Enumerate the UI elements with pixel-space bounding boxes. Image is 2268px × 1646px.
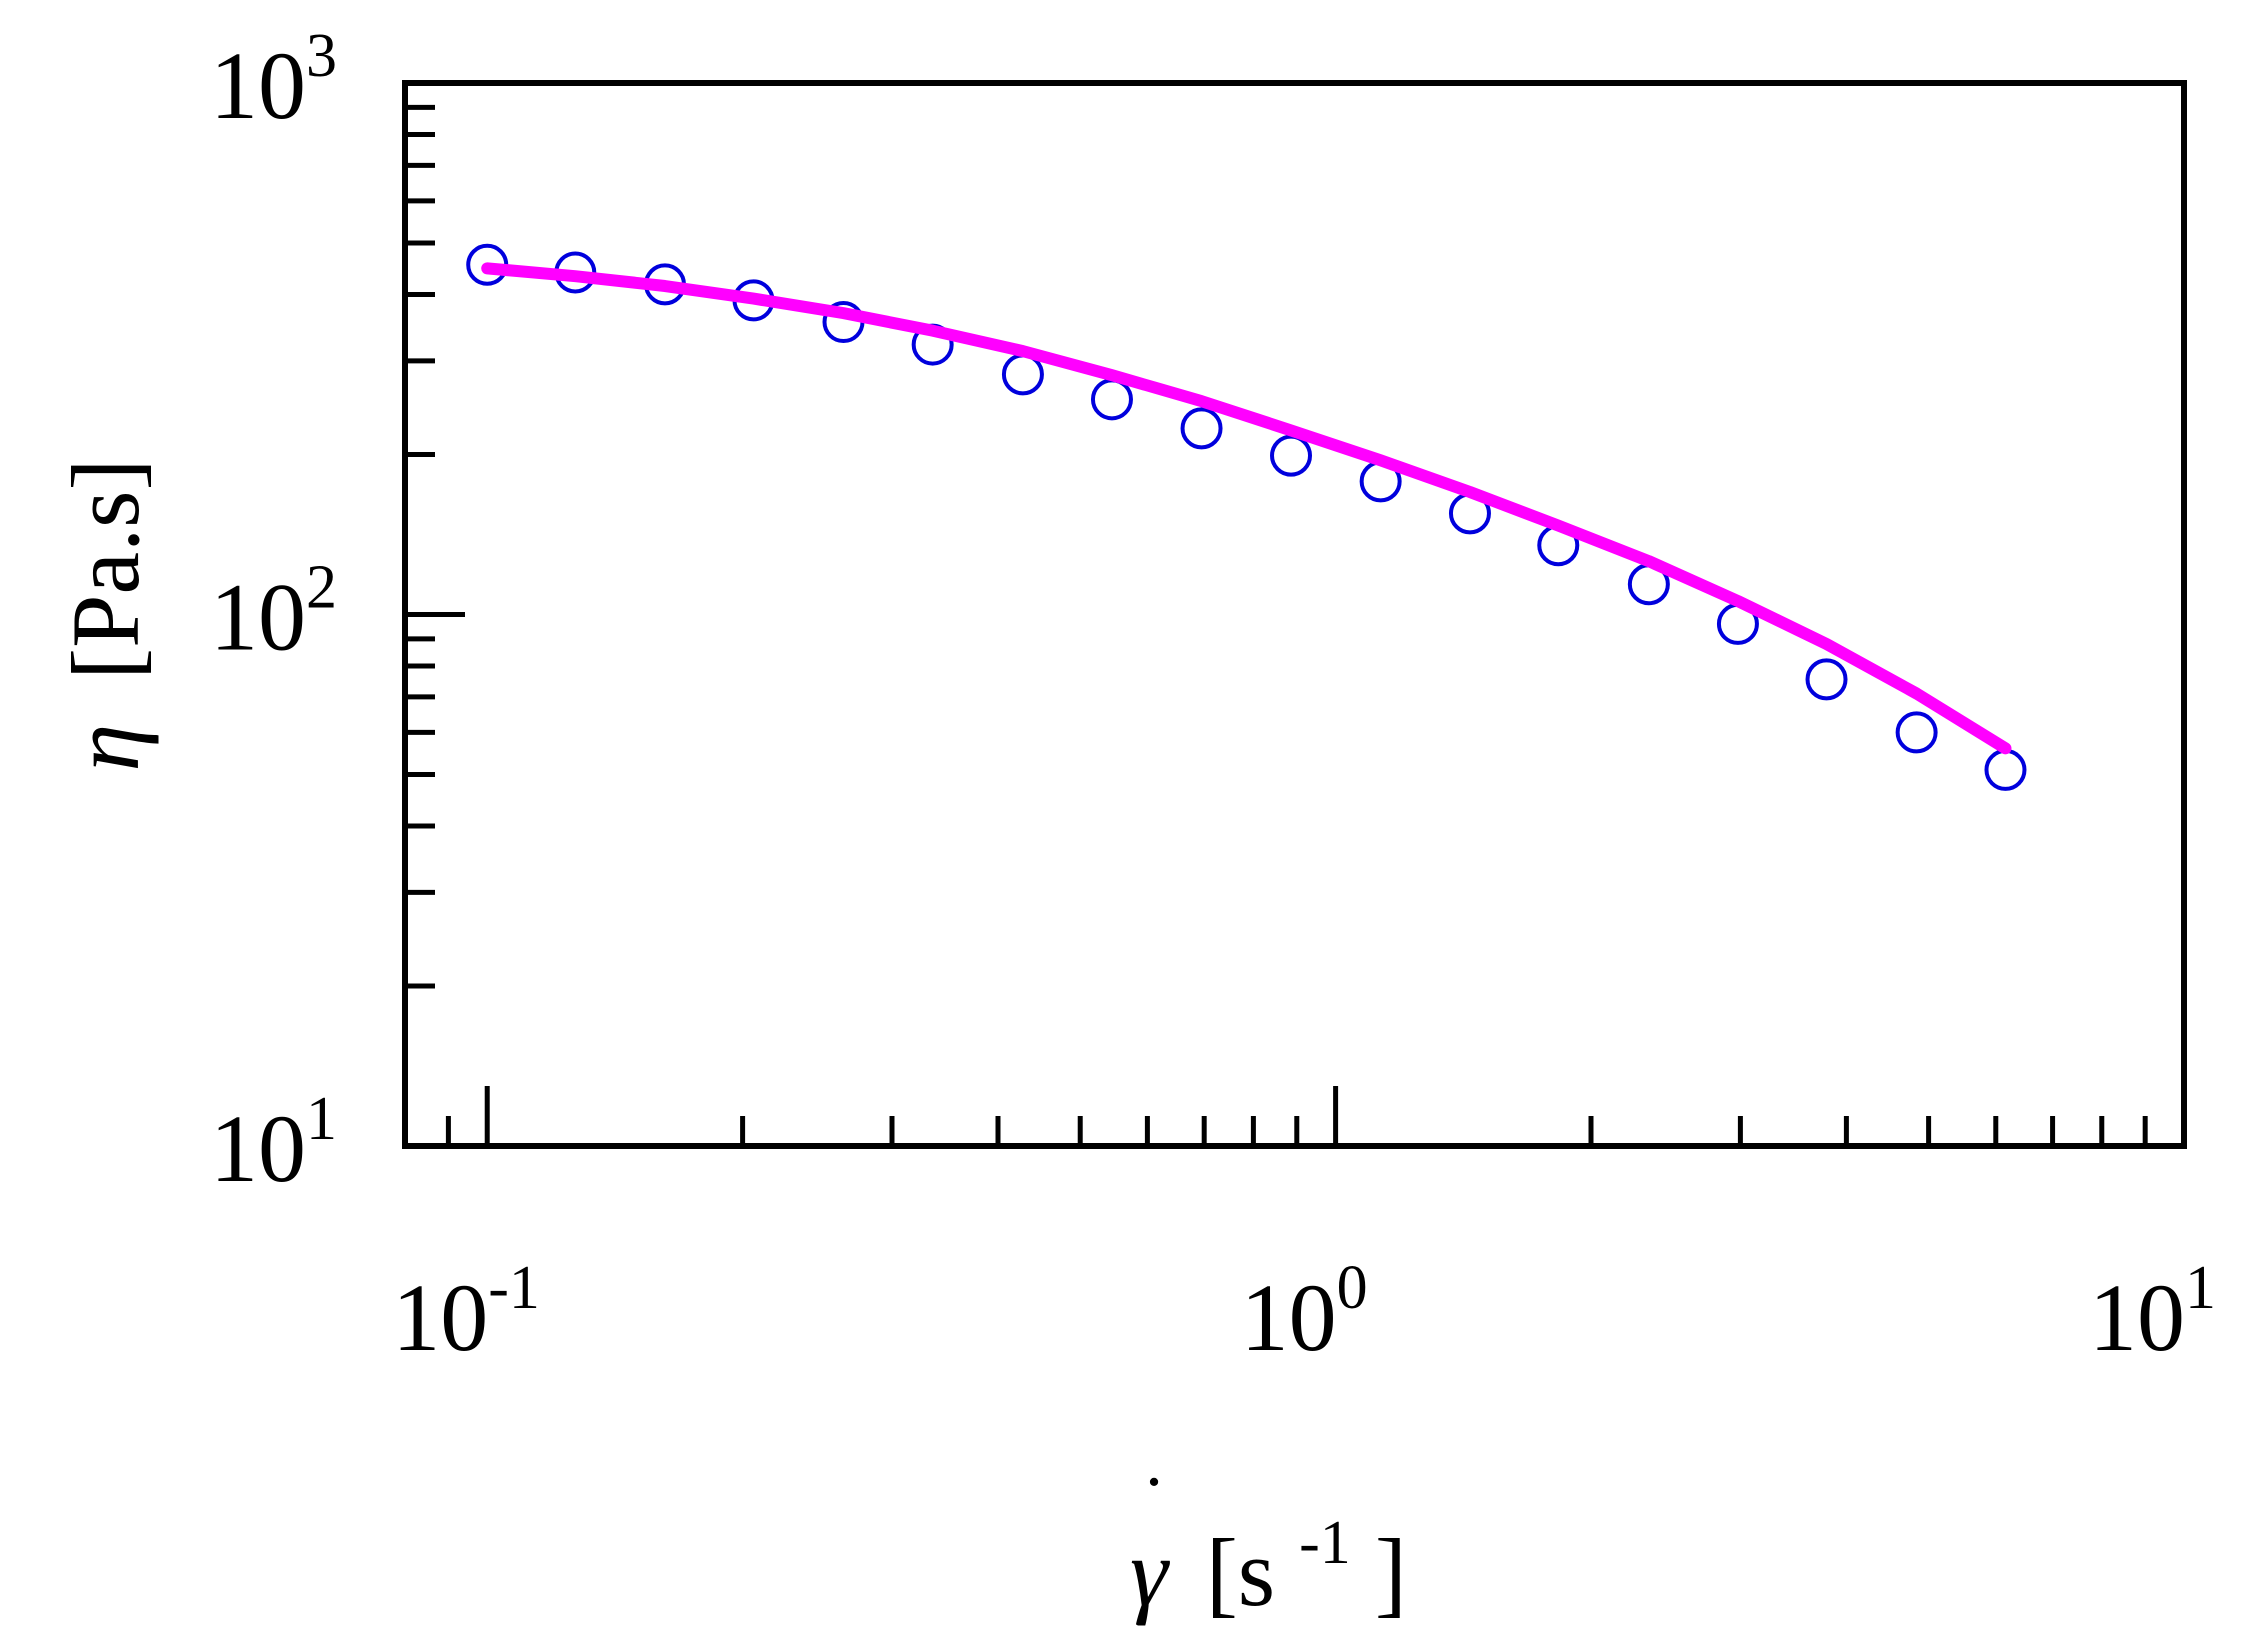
y-tick-exponent: 2: [306, 554, 337, 622]
axis-ticks: [402, 80, 2187, 1149]
x-axis-unit-exponent: -1: [1299, 1509, 1351, 1577]
y-tick-label: 103: [210, 22, 337, 139]
data-point: [1895, 711, 1938, 754]
fit-line: [481, 262, 2012, 755]
x-axis-symbol-dot: ·: [1142, 1444, 1165, 1521]
y-tick-exponent: 1: [306, 1085, 337, 1153]
data-point: [1270, 434, 1313, 477]
y-tick-base: 10: [210, 32, 306, 139]
y-tick-label: 102: [210, 554, 337, 671]
x-axis-symbol: γ: [1130, 1519, 1170, 1626]
x-tick-exponent: 1: [2185, 1254, 2216, 1322]
y-tick-label: 101: [210, 1085, 337, 1202]
y-tick-exponent: 3: [306, 22, 337, 90]
data-point: [1984, 748, 2027, 791]
x-tick-label: 10-1: [392, 1254, 540, 1371]
x-axis-label: γ [s -1 ]: [1130, 1477, 1407, 1626]
y-axis-unit: [Pa.s]: [52, 459, 159, 680]
x-tick-base: 10: [2089, 1264, 2185, 1371]
x-tick-label: 101: [2089, 1254, 2216, 1371]
x-axis-unit-close: ]: [1375, 1519, 1407, 1626]
plot-frame: [402, 80, 2187, 1149]
x-tick-exponent: 0: [1337, 1254, 1368, 1322]
y-tick-base: 10: [210, 564, 306, 671]
data-point: [1180, 407, 1223, 450]
y-axis-symbol: η: [52, 724, 159, 772]
x-tick-base: 10: [1241, 1264, 1337, 1371]
y-axis-label: η [Pa.s]: [52, 459, 159, 772]
data-point: [1001, 353, 1044, 396]
x-tick-exponent: -1: [488, 1254, 540, 1322]
x-tick-label: 100: [1241, 1254, 1368, 1371]
x-tick-base: 10: [392, 1264, 488, 1371]
data-point: [1805, 658, 1848, 701]
x-axis-unit-open: [s: [1206, 1519, 1275, 1626]
series-layer: [466, 243, 2027, 791]
y-tick-base: 10: [210, 1095, 306, 1202]
data-point: [1090, 378, 1133, 421]
